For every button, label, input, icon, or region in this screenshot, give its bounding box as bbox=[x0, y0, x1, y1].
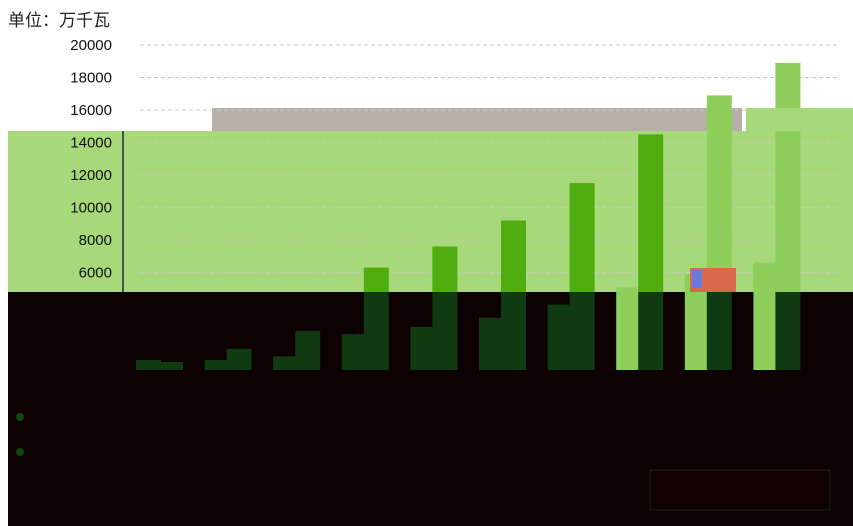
bar-lower-part bbox=[226, 348, 252, 370]
bar-secondary bbox=[273, 356, 299, 370]
bar-lower-part bbox=[432, 292, 458, 370]
y-tick-label: 20000 bbox=[70, 37, 112, 54]
bar-secondary bbox=[136, 360, 161, 370]
bar-secondary bbox=[341, 334, 367, 370]
green-overlay-right bbox=[746, 108, 853, 131]
y-tick-label: 18000 bbox=[70, 70, 112, 87]
bar bbox=[638, 134, 664, 292]
bar-lower-part bbox=[569, 292, 595, 370]
bar bbox=[569, 183, 595, 292]
dark-marker bbox=[16, 448, 24, 456]
bar-secondary bbox=[547, 304, 573, 370]
bar bbox=[706, 95, 732, 292]
bar-lower-part bbox=[638, 292, 664, 370]
faint-watermark bbox=[649, 469, 831, 511]
y-tick-label: 10000 bbox=[70, 200, 112, 217]
bar-lower-part bbox=[706, 292, 732, 370]
bar-lower-part bbox=[775, 292, 801, 370]
bar-secondary bbox=[410, 326, 436, 370]
y-tick-labels: 20000 18000 16000 14000 12000 10000 8000 6000 bbox=[70, 37, 112, 282]
gray-strip bbox=[212, 108, 742, 131]
bar bbox=[363, 267, 389, 292]
bar-lower-part bbox=[501, 292, 526, 370]
bar-secondary bbox=[616, 287, 642, 370]
bar bbox=[775, 62, 801, 292]
y-tick-label: 14000 bbox=[70, 135, 112, 152]
bar-lower-part bbox=[158, 361, 183, 370]
y-tick-label: 16000 bbox=[70, 102, 112, 119]
bar-lower-part bbox=[295, 331, 321, 370]
bar bbox=[432, 246, 458, 292]
artifact-overlays bbox=[16, 108, 853, 511]
bar-secondary bbox=[753, 262, 779, 370]
y-tick-label: 6000 bbox=[79, 265, 112, 282]
bar-secondary bbox=[204, 360, 230, 370]
color-artifact-blue bbox=[692, 270, 702, 288]
y-tick-label: 12000 bbox=[70, 167, 112, 184]
dark-marker bbox=[16, 413, 24, 421]
bar bbox=[501, 220, 526, 292]
y-axis-unit-label: 单位：万千瓦 bbox=[8, 11, 110, 31]
bar-secondary bbox=[479, 317, 504, 370]
y-tick-label: 8000 bbox=[79, 232, 112, 249]
bar-lower-part bbox=[363, 292, 389, 370]
